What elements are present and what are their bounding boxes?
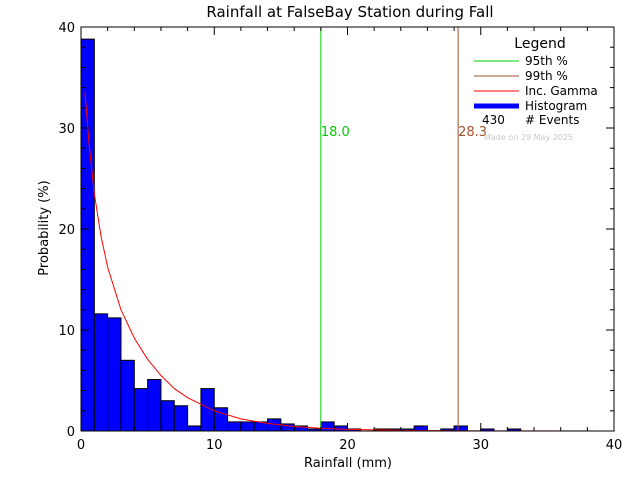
histogram-bar [93,313,109,432]
x-tick-label: 10 [206,438,223,453]
histogram-bar [187,425,202,432]
y-axis-label: Probability (%) [37,180,52,275]
y-tick-label: 0 [67,425,75,440]
gamma-curve [84,92,615,432]
y-tick-label: 40 [58,21,75,36]
chart-title: Rainfall at FalseBay Station during Fall [206,3,493,21]
histogram-bar [227,421,242,432]
legend-label-99th: 99th % [525,69,568,83]
x-tick-label: 0 [77,438,85,453]
x-tick-label: 20 [339,438,356,453]
histogram-bar [147,378,162,432]
legend-label-histogram: Histogram [525,99,587,113]
legend-label-gamma: Inc. Gamma [525,84,598,98]
histogram-bar [453,425,468,432]
made-on-note: Made on 29 May 2025 [484,133,573,142]
legend: Legend 95th % 99th % Inc. Gamma Histogra… [474,36,598,142]
histogram-bar [80,38,95,432]
percentile-95-label: 18.0 [321,125,350,140]
percentile-99-label: 28.3 [458,125,487,140]
legend-events-label: # Events [525,113,580,127]
histogram-bar [320,421,335,432]
y-tick-label: 10 [58,324,75,339]
y-tick-label: 20 [58,223,75,238]
legend-label-95th: 95th % [525,54,568,68]
histogram-bar [173,405,189,432]
histogram-bar [240,421,255,432]
histogram-bar [120,359,135,432]
histogram-bars [80,38,522,432]
y-tick-label: 30 [58,122,75,137]
x-axis-label: Rainfall (mm) [304,456,392,471]
axis-ticks: 0 10 20 30 40 0 10 20 30 40 [58,21,622,453]
histogram-bar [160,400,175,432]
legend-events-count: 430 [482,113,505,127]
x-tick-label: 40 [606,438,623,453]
histogram-bar [133,388,149,432]
histogram-bar [107,317,122,432]
x-tick-label: 30 [472,438,489,453]
legend-title: Legend [514,36,565,52]
